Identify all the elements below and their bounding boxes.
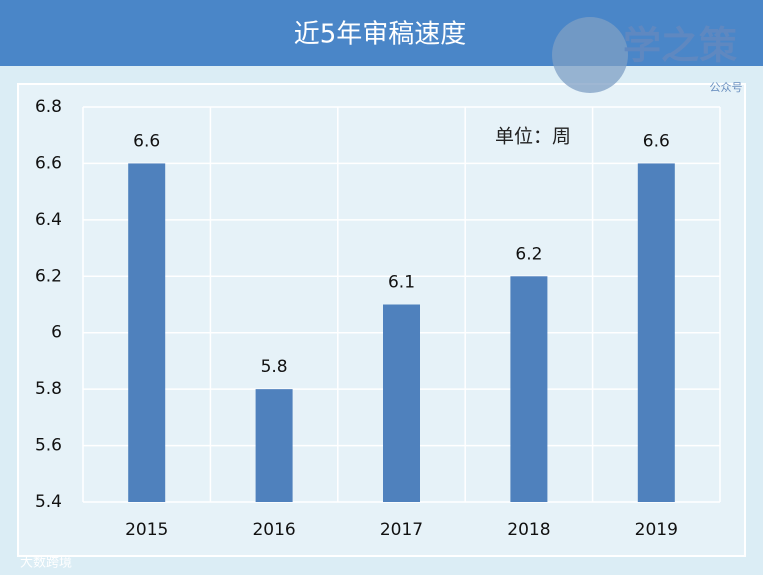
watermark-sub: 公众号	[710, 81, 743, 94]
chart-title: 近5年审稿速度	[294, 20, 467, 50]
x-tick-label: 2015	[125, 520, 168, 540]
header-band	[0, 0, 763, 66]
x-tick-label: 2017	[380, 520, 423, 540]
y-tick-label: 6.8	[35, 97, 62, 117]
y-tick-label: 5.6	[35, 436, 62, 456]
bar	[383, 304, 420, 502]
y-tick-label: 6.6	[35, 153, 62, 173]
y-tick-label: 6	[51, 323, 62, 343]
watermark-brand: 学之策	[623, 24, 737, 68]
unit-label: 单位：周	[495, 126, 571, 148]
plot-panel	[17, 83, 746, 557]
x-tick-label: 2016	[252, 520, 295, 540]
watermark-logo	[552, 17, 628, 93]
bar	[510, 276, 548, 502]
y-tick-label: 5.4	[35, 492, 62, 512]
y-tick-label: 5.8	[35, 379, 62, 399]
bar	[128, 163, 166, 502]
x-tick-label: 2019	[635, 520, 678, 540]
data-label: 6.2	[515, 244, 542, 264]
source-watermark: 大数跨境	[20, 556, 72, 571]
x-tick-label: 2018	[507, 520, 550, 540]
data-label: 5.8	[261, 357, 288, 377]
data-label: 6.1	[388, 273, 415, 293]
data-label: 6.6	[133, 131, 160, 151]
data-label: 6.6	[643, 131, 670, 151]
bar	[255, 389, 293, 502]
y-tick-label: 6.2	[35, 266, 62, 286]
y-tick-label: 6.4	[35, 210, 62, 230]
bar	[637, 163, 675, 502]
